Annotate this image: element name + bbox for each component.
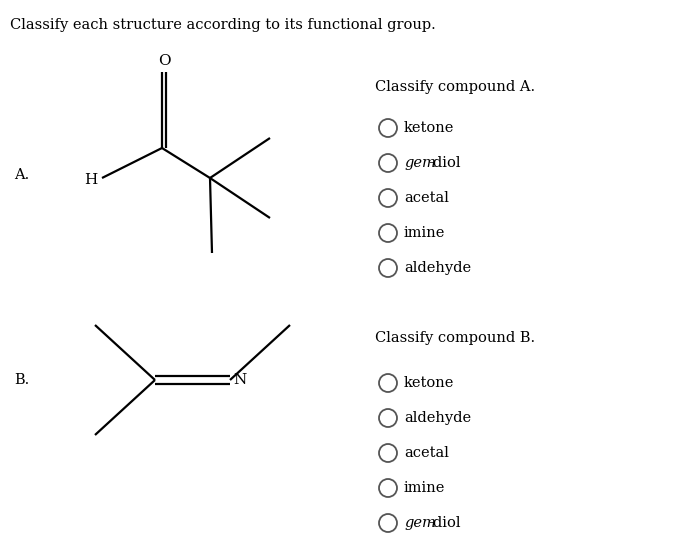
Text: ketone: ketone xyxy=(404,121,454,135)
Text: aldehyde: aldehyde xyxy=(404,261,471,275)
Text: -diol: -diol xyxy=(428,516,461,530)
Text: N: N xyxy=(233,373,246,387)
Text: -diol: -diol xyxy=(428,156,461,170)
Text: aldehyde: aldehyde xyxy=(404,411,471,425)
Text: acetal: acetal xyxy=(404,446,449,460)
Text: imine: imine xyxy=(404,481,445,495)
Text: ketone: ketone xyxy=(404,376,454,390)
Text: A.: A. xyxy=(14,168,29,182)
Text: imine: imine xyxy=(404,226,445,240)
Text: H: H xyxy=(84,173,97,187)
Text: Classify each structure according to its functional group.: Classify each structure according to its… xyxy=(10,18,435,32)
Text: gem: gem xyxy=(404,156,436,170)
Text: B.: B. xyxy=(14,373,29,387)
Text: Classify compound B.: Classify compound B. xyxy=(375,331,535,345)
Text: gem: gem xyxy=(404,516,436,530)
Text: O: O xyxy=(158,54,170,68)
Text: Classify compound A.: Classify compound A. xyxy=(375,80,535,94)
Text: acetal: acetal xyxy=(404,191,449,205)
